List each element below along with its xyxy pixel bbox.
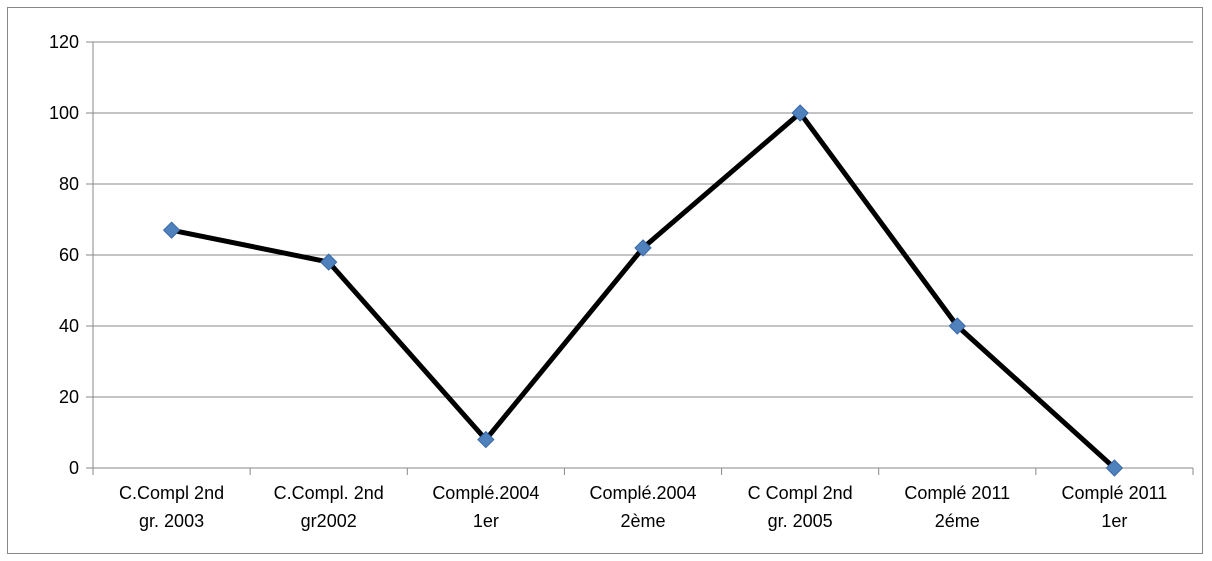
x-tick-label-line: Complé.2004 [589,483,696,503]
x-tick-label-4: C Compl 2nd gr. 2005 [748,483,853,531]
gridlines [93,41,1193,398]
data-point-0 [162,221,181,239]
x-tick-label-line: 1er [473,511,499,531]
x-tick-label-1: C.Compl. 2nd gr2002 [274,483,384,531]
data-point-3 [634,239,652,257]
marker-group [162,104,1124,477]
x-tick-label-6: Complé 2011 1er [1062,483,1168,531]
x-tick-label-line: Complé 2011 [1062,483,1168,503]
x-tick-label-line: C.Compl. 2nd [274,483,384,503]
x-tick-label-2: Complé.2004 1er [432,483,539,531]
data-point-5 [948,317,966,335]
y-tick-label-120: 120 [49,32,79,52]
data-point-4 [791,104,809,122]
y-tick-label-100: 100 [49,103,79,123]
x-tick-label-line: 2ème [620,511,665,531]
y-tick-label-80: 80 [59,174,79,194]
series-line-group [169,110,1117,471]
y-tick-label-60: 60 [59,245,79,265]
chart-frame [7,7,1203,554]
x-tick-label-line: gr. 2003 [139,511,204,531]
y-tick-label-40: 40 [59,316,79,336]
x-tick-label-line: C Compl 2nd [748,483,853,503]
y-tick-label-0: 0 [69,458,79,478]
x-tick-label-line: Complé 2011 [904,483,1010,503]
data-point-1 [320,253,338,271]
x-tick-label-line: Complé.2004 [432,483,539,503]
data-point-6 [1105,459,1124,477]
x-tick-label-5: Complé 2011 2éme [904,483,1010,531]
x-tick-label-0: C.Compl 2nd gr. 2003 [119,483,224,531]
x-tick-label-line: gr2002 [301,511,357,531]
y-tick-label-20: 20 [59,387,79,407]
x-tick-label-line: 2éme [935,511,980,531]
axes [86,41,1194,475]
x-tick-label-line: C.Compl 2nd [119,483,224,503]
x-tick-label-line: gr. 2005 [768,511,833,531]
x-tick-label-3: Complé.2004 2ème [589,483,696,531]
data-point-2 [477,430,495,449]
series-line-0 [169,110,1117,471]
x-tick-label-line: 1er [1101,511,1127,531]
